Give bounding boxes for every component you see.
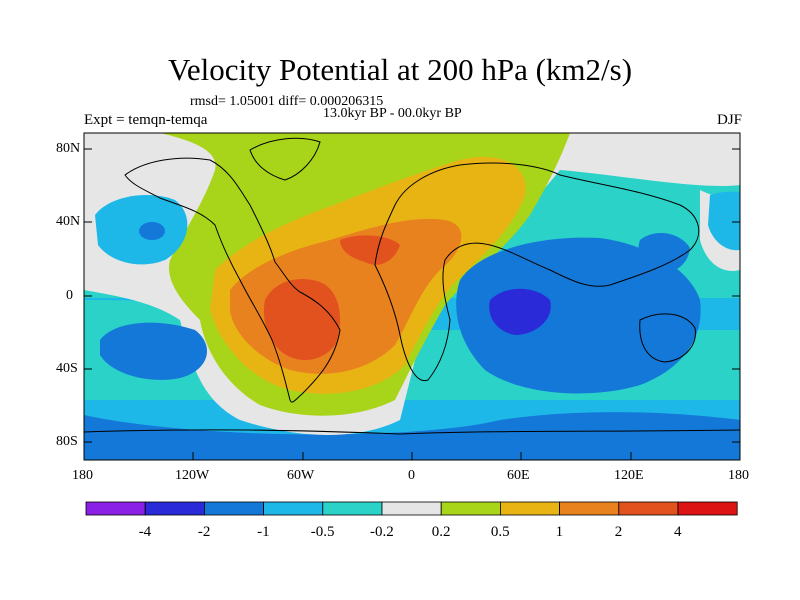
period-line: 13.0kyr BP - 00.0kyr BP bbox=[323, 106, 462, 121]
colorbar bbox=[85, 501, 738, 516]
stats-line: rmsd= 1.05001 diff= 0.000206315 bbox=[190, 94, 384, 109]
lon-label-120w: 120W bbox=[175, 468, 210, 483]
colorbar-swatch bbox=[263, 501, 324, 516]
lon-label-0: 0 bbox=[408, 468, 415, 483]
contour-field bbox=[84, 133, 740, 460]
lon-label-60w: 60W bbox=[287, 468, 315, 483]
colorbar-swatch bbox=[499, 501, 560, 516]
coast-greenland bbox=[249, 137, 321, 181]
axis-ticks bbox=[84, 148, 740, 460]
field-west-pacific bbox=[638, 233, 690, 273]
colorbar-swatch bbox=[618, 501, 679, 516]
colorbar-swatch bbox=[322, 501, 383, 516]
colorbar-swatch bbox=[381, 501, 442, 516]
lon-label-60e: 60E bbox=[507, 468, 530, 483]
colorbar-swatch bbox=[85, 501, 146, 516]
field-pacific-south bbox=[100, 322, 207, 380]
coast-eurasia-africa bbox=[374, 162, 700, 382]
colorbar-swatch bbox=[203, 501, 264, 516]
plot-title: Velocity Potential at 200 hPa (km2/s) bbox=[167, 52, 633, 87]
lat-label-80n: 80N bbox=[56, 141, 81, 156]
lon-label-180e: 180 bbox=[728, 468, 749, 483]
coast-australia bbox=[639, 313, 696, 363]
coastlines bbox=[84, 137, 740, 435]
colorbar-swatch bbox=[677, 501, 738, 516]
colorbar-label: 1 bbox=[555, 524, 564, 540]
colorbar-swatch bbox=[440, 501, 501, 516]
field-max-south-america bbox=[263, 279, 340, 360]
colorbar-label: -2 bbox=[197, 524, 211, 540]
field-east-edge bbox=[708, 191, 740, 251]
lat-label-0: 0 bbox=[66, 288, 73, 303]
field-indian-ocean bbox=[456, 237, 701, 394]
colorbar-label: -4 bbox=[138, 524, 152, 540]
colorbar-label: -0.2 bbox=[370, 524, 394, 540]
colorbar-swatch bbox=[559, 501, 620, 516]
season-label: DJF bbox=[716, 112, 742, 128]
lat-label-80s: 80S bbox=[56, 434, 78, 449]
lat-label-40s: 40S bbox=[56, 361, 78, 376]
field-pacific-north-core bbox=[139, 222, 165, 240]
field-max-africa bbox=[340, 235, 400, 265]
colorbar-label: 4 bbox=[674, 524, 682, 540]
coast-antarctica bbox=[84, 429, 740, 435]
experiment-label: Expt = temqn-temqa bbox=[84, 112, 208, 128]
field-antarctic bbox=[84, 412, 740, 460]
colorbar-label: 0.2 bbox=[431, 524, 451, 540]
lon-label-120e: 120E bbox=[614, 468, 644, 483]
colorbar-label: -0.5 bbox=[310, 524, 335, 540]
coast-americas bbox=[124, 157, 341, 403]
field-indian-ocean-core bbox=[489, 288, 551, 335]
lat-label-40n: 40N bbox=[56, 214, 81, 229]
lon-label-180w: 180 bbox=[72, 468, 93, 483]
colorbar-label: 0.5 bbox=[490, 524, 510, 540]
colorbar-label: -1 bbox=[257, 524, 270, 540]
colorbar-swatch bbox=[144, 501, 205, 516]
colorbar-label: 2 bbox=[614, 524, 623, 540]
